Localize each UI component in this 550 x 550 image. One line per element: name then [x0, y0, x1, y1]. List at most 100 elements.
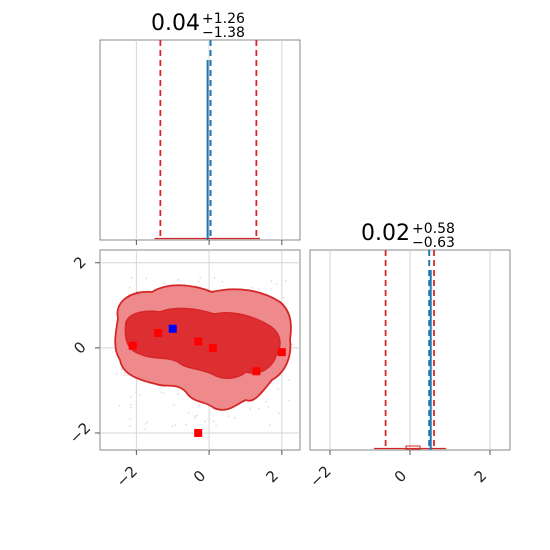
- joint-sample-dot: [212, 420, 215, 423]
- joint-sample-dot: [278, 412, 280, 415]
- joint-contour-inner: [124, 307, 281, 379]
- joint-sample-dot: [187, 412, 190, 414]
- hist-y-marks: [374, 250, 446, 450]
- joint-sample-dot: [194, 417, 196, 419]
- joint-red-marker: [194, 337, 203, 346]
- hist-x-title-minus: −1.38: [202, 25, 245, 41]
- joint-sample-dot: [288, 399, 290, 402]
- joint-sample-dot: [129, 425, 131, 427]
- joint-sample-dot: [145, 277, 147, 280]
- joint-sample-dot: [171, 425, 174, 427]
- hist-y-tick-label: −2: [306, 462, 334, 490]
- joint-sample-dot: [135, 391, 137, 393]
- joint-sample-dot: [291, 343, 293, 346]
- joint-y-tick-label: 2: [70, 253, 89, 272]
- joint-sample-dot: [139, 394, 141, 396]
- joint-sample-dot: [197, 280, 200, 282]
- joint-sample-dot: [204, 420, 206, 423]
- joint-sample-dot: [129, 418, 132, 420]
- joint-sample-dot: [277, 388, 279, 390]
- joint-red-marker: [128, 341, 137, 350]
- joint-sample-dot: [162, 392, 164, 394]
- joint-sample-dot: [269, 424, 271, 426]
- joint-sample-dot: [123, 374, 126, 377]
- joint-sample-dot: [146, 421, 148, 423]
- joint-sample-dot: [251, 287, 254, 289]
- joint-sample-dot: [285, 280, 287, 282]
- hist-x-grid: [135, 40, 283, 240]
- hist-y-tick-label: 2: [471, 467, 490, 486]
- joint-sample-dot: [212, 289, 215, 292]
- joint-sample-dot: [174, 424, 177, 426]
- joint-panel: −2 0 2 −2 0 2: [66, 249, 301, 491]
- joint-red-marker: [277, 348, 286, 357]
- joint-sample-dot: [215, 425, 217, 427]
- joint-sample-dot: [258, 407, 260, 410]
- joint-sample-dot: [177, 393, 179, 395]
- joint-sample-dot: [163, 282, 165, 284]
- joint-sample-dot: [267, 406, 270, 408]
- joint-sample-dot: [130, 407, 132, 409]
- joint-sample-dot: [228, 415, 230, 417]
- joint-x-tick-label: 2: [263, 467, 282, 486]
- joint-sample-dot: [126, 374, 128, 376]
- joint-sample-dot: [270, 280, 273, 282]
- joint-contours: [114, 284, 292, 411]
- hist-x-title-value: 0.04: [151, 11, 200, 36]
- joint-sample-dot: [145, 422, 147, 425]
- hist-x-panel: 0.04 +1.26 −1.38: [99, 11, 301, 245]
- hist-x-marks: [154, 40, 260, 240]
- joint-y-tick-label: −2: [66, 419, 94, 447]
- joint-y-tick-label: 0: [70, 338, 89, 357]
- joint-sample-dot: [177, 278, 180, 281]
- joint-x-tick-label: −2: [113, 462, 141, 490]
- joint-red-marker: [154, 328, 163, 337]
- hist-x-title-plus: +1.26: [202, 11, 245, 27]
- joint-sample-dot: [144, 428, 146, 430]
- joint-sample-dot: [130, 276, 133, 279]
- hist-x-frame: [99, 39, 301, 241]
- joint-blue-marker: [168, 324, 177, 333]
- joint-sample-dot: [129, 286, 131, 289]
- joint-sample-dot: [257, 288, 260, 290]
- hist-y-panel: −2 0 2 0.02 +0.58 −0.63: [306, 221, 511, 491]
- joint-sample-dot: [196, 414, 198, 417]
- hist-y-title-value: 0.02: [361, 221, 410, 246]
- joint-sample-dot: [275, 283, 278, 285]
- hist-y-title-plus: +0.58: [412, 221, 455, 237]
- joint-sample-dot: [130, 403, 132, 406]
- hist-y-tick-label: 0: [391, 467, 410, 486]
- joint-red-marker: [208, 343, 217, 352]
- joint-sample-dot: [118, 405, 121, 407]
- joint-sample-dot: [130, 396, 132, 398]
- joint-sample-dot: [120, 369, 123, 371]
- hist-x-ticks: [135, 240, 283, 245]
- hist-y-grid: [329, 250, 491, 450]
- joint-sample-dot: [213, 277, 216, 279]
- joint-points: [128, 324, 286, 437]
- hist-y-ticks: −2 0 2: [306, 450, 491, 491]
- joint-red-marker: [194, 428, 203, 437]
- hist-y-title-minus: −0.63: [412, 235, 455, 251]
- joint-sample-dot: [199, 276, 201, 279]
- joint-sample-dot: [184, 283, 186, 286]
- joint-sample-dot: [115, 373, 118, 376]
- joint-sample-dot: [136, 291, 138, 293]
- joint-x-tick-label: 0: [190, 467, 209, 486]
- joint-sample-dot: [194, 415, 197, 417]
- joint-sample-dot: [249, 408, 252, 410]
- joint-sample-dot: [172, 404, 175, 406]
- joint-sample-dot: [185, 423, 187, 426]
- joint-sample-dot: [283, 296, 285, 299]
- joint-sample-dot: [198, 404, 201, 407]
- joint-sample-dot: [221, 280, 223, 283]
- joint-sample-dot: [234, 416, 236, 419]
- joint-sample-dot: [288, 378, 290, 381]
- joint-red-marker: [252, 367, 261, 376]
- joint-sample-dot: [159, 391, 162, 393]
- joint-sample-dot: [265, 401, 267, 403]
- joint-sample-dot: [123, 372, 126, 374]
- hist-y-histogram-bin: [405, 445, 421, 450]
- joint-sample-dot: [128, 293, 130, 296]
